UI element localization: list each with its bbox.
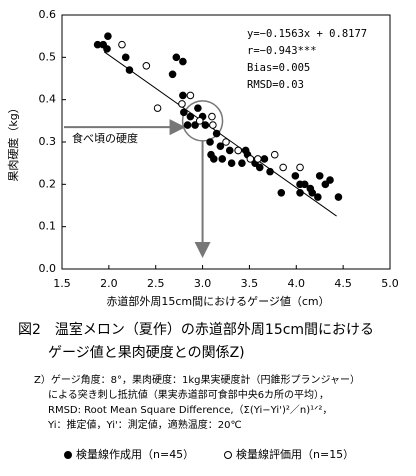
stat: RMSD=0.03 — [247, 79, 304, 91]
x-tick-label: 1.5 — [53, 277, 71, 290]
x-tick-label: 5.0 — [381, 277, 399, 290]
point — [270, 150, 279, 159]
point — [334, 193, 343, 201]
stat: Bias=0.005 — [247, 62, 310, 74]
note: RMSD: Root Mean Square Difference,（Σ(Yi−… — [48, 404, 332, 416]
legend-marker — [64, 451, 72, 459]
point — [314, 193, 322, 201]
point — [225, 146, 234, 155]
x-tick-label: 4.5 — [334, 277, 352, 290]
point — [260, 155, 269, 163]
point — [195, 117, 204, 125]
x-tick-label: 3.0 — [194, 277, 212, 290]
note: Z）ゲージ角度：8°，果肉硬度：1kg果実硬度計（円錐形プランジャー） — [34, 373, 360, 386]
y-tick-label: 0.0 — [39, 262, 57, 275]
note: による突き刺し抵抗値（果実赤道部可食部中央6カ所の平均）， — [48, 388, 329, 401]
y-tick-label: 0.6 — [39, 8, 57, 21]
point — [172, 53, 181, 62]
point — [216, 142, 225, 151]
annotation-label: 食べ頃の硬度 — [72, 131, 138, 145]
x-tick-label: 4.0 — [288, 277, 306, 290]
point — [222, 138, 230, 146]
point — [277, 189, 286, 197]
point — [103, 45, 111, 53]
note: Yi：推定値，Yi'：測定値，適熟温度：20℃ — [47, 418, 242, 431]
point — [266, 167, 274, 176]
x-tick-label: 3.5 — [241, 277, 259, 290]
y-tick-label: 0.5 — [39, 50, 57, 63]
point — [210, 155, 218, 163]
point — [218, 155, 227, 163]
point — [206, 138, 214, 146]
point — [246, 155, 255, 163]
point — [212, 129, 221, 138]
point — [121, 53, 130, 62]
x-tick-label: 2.5 — [147, 277, 165, 290]
point — [296, 189, 304, 197]
caption: ゲージ値と果肉硬度との関係Z) — [48, 345, 245, 361]
legend-label: 検量線評価用（n=15） — [236, 447, 354, 461]
point — [194, 104, 202, 112]
point — [118, 40, 126, 49]
y-tick-label: 0.4 — [39, 93, 57, 106]
stat: y=−0.1563x + 0.8177 — [247, 28, 367, 40]
point — [179, 91, 187, 100]
point — [291, 172, 300, 180]
x-tick-label: 2.0 — [100, 277, 118, 290]
y-tick-label: 0.1 — [39, 220, 57, 233]
point — [254, 155, 262, 163]
point — [179, 57, 187, 66]
point — [183, 121, 192, 129]
point — [321, 180, 330, 189]
caption: 図2 温室メロン（夏作）の赤道部外周15cm間における — [18, 321, 374, 338]
point — [315, 172, 324, 180]
point — [209, 121, 217, 129]
point — [300, 180, 309, 189]
x-axis-label: 赤道部外周15cm間におけるゲージ値（cm） — [106, 294, 329, 308]
point — [227, 159, 236, 167]
y-tick-label: 0.3 — [39, 135, 57, 148]
legend-label: 検量線作成用（n=45） — [76, 447, 194, 461]
point — [201, 121, 210, 129]
point — [238, 159, 246, 167]
point — [180, 108, 188, 117]
point — [168, 70, 177, 79]
point — [186, 91, 195, 100]
point — [326, 176, 334, 184]
point — [296, 163, 304, 172]
point — [308, 189, 317, 197]
y-axis-label: 果肉硬度（kg） — [6, 102, 20, 181]
point — [255, 163, 264, 172]
point — [279, 163, 287, 172]
point — [234, 146, 242, 155]
point — [178, 100, 186, 108]
point — [153, 104, 162, 112]
point — [208, 112, 216, 121]
stat: r=−0.943*** — [247, 45, 317, 57]
point — [186, 112, 195, 121]
y-tick-label: 0.2 — [39, 177, 57, 190]
point — [191, 121, 199, 129]
point — [142, 62, 151, 70]
point — [104, 32, 112, 40]
point — [125, 66, 134, 74]
legend-marker — [224, 451, 232, 459]
